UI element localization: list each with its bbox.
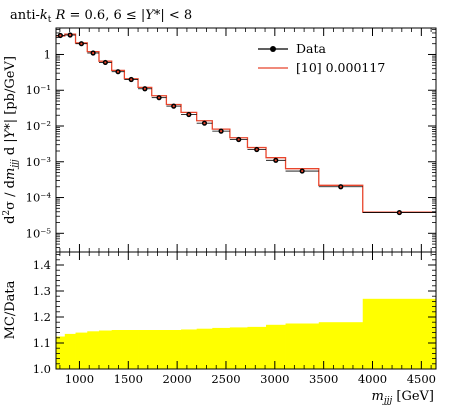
ratio-band-bin	[266, 324, 286, 369]
ratio-band-bin	[75, 332, 88, 369]
ratio-y-tick-label: 1.1	[33, 336, 51, 350]
y-tick-label: 10⁻¹	[26, 83, 51, 97]
ratio-band-bin	[212, 327, 231, 369]
ratio-band-bin	[196, 328, 213, 369]
x-tick-label: 3500	[309, 372, 338, 386]
data-point-inner	[116, 70, 120, 73]
y-tick-label: 1	[44, 47, 51, 61]
x-tick-label: 3000	[260, 372, 289, 386]
ratio-y-tick-label: 1.0	[33, 362, 51, 376]
main-plot-panel: 10⁻⁵ 10⁻⁴ 10⁻³ 10⁻² 10⁻¹ 1	[26, 27, 437, 253]
ratio-band-bin	[124, 330, 139, 369]
data-point-inner	[255, 148, 258, 151]
y-tick-label: 10⁻⁴	[26, 191, 52, 205]
ratio-y-tick-label: 1.4	[33, 258, 51, 272]
ratio-y-tick-label: 1.3	[33, 284, 51, 298]
ratio-band	[56, 298, 437, 369]
x-tick-label: 2000	[162, 372, 191, 386]
x-tick-label: 4500	[407, 372, 436, 386]
ratio-band-bin	[56, 336, 66, 369]
ratio-y-tick-label: 1.2	[33, 310, 51, 324]
legend-mc-label: [10] 0.000117	[296, 60, 385, 75]
legend: Data [10] 0.000117	[258, 41, 385, 75]
ratio-band-bin	[87, 331, 100, 369]
ratio-band-bin	[181, 329, 198, 369]
data-point-inner	[130, 78, 133, 81]
x-tick-label: 1500	[114, 372, 143, 386]
ratio-band-bin	[98, 330, 113, 369]
chart-header: anti-kt R = 0.6, 6 ≤ |Y*| < 8	[10, 8, 192, 25]
x-tick-label: 4000	[358, 372, 387, 386]
y-tick-label: 10⁻²	[26, 119, 51, 133]
ratio-band-bin	[318, 322, 364, 369]
x-tick-label: 2500	[211, 372, 240, 386]
data-point-inner	[104, 61, 107, 64]
data-point-inner	[274, 159, 277, 162]
ratio-band-bin	[247, 326, 267, 369]
ratio-band-bin	[229, 327, 248, 369]
ratio-band-bin	[138, 330, 153, 369]
data-point-inner	[92, 51, 95, 55]
data-point-inner	[398, 211, 401, 214]
data-point-inner	[237, 138, 240, 141]
data-point-inner	[301, 169, 304, 173]
x-tick-label: 1000	[65, 372, 94, 386]
data-point-inner	[69, 33, 72, 37]
y-tick-label: 10⁻³	[26, 155, 52, 169]
ratio-panel: 1.0 1.1 1.2 1.3 1.4 1000 1500 2000 2500 3000 3500 4…	[33, 251, 437, 386]
ratio-band-bin	[151, 330, 167, 369]
data-point-inner	[59, 34, 62, 37]
y-tick-label: 10⁻⁵	[26, 226, 52, 240]
ratio-band-bin	[111, 330, 125, 369]
data-point-inner	[187, 113, 190, 116]
upper-y-axis-label: d2σ / dmjjj d |Y*| [pb/GeV]	[2, 56, 20, 224]
x-axis-label: mjjj [GeV]	[372, 389, 434, 406]
data-point-inner	[80, 42, 83, 45]
data-point-inner	[157, 96, 161, 99]
data-series	[56, 32, 436, 216]
ratio-plot-frame	[55, 251, 437, 370]
data-point-inner	[143, 87, 146, 90]
data-point-inner	[203, 122, 206, 125]
data-point-inner	[219, 130, 223, 133]
data-point-inner	[172, 105, 175, 108]
data-point-inner	[339, 185, 342, 188]
ratio-band-bin	[285, 323, 320, 369]
ratio-band-bin	[362, 298, 437, 369]
legend-data-marker	[270, 46, 276, 52]
ratio-band-bin	[64, 333, 76, 369]
legend-data-label: Data	[296, 41, 326, 56]
ratio-band-bin	[166, 330, 182, 369]
lower-y-axis-label: MC/Data	[3, 280, 18, 339]
